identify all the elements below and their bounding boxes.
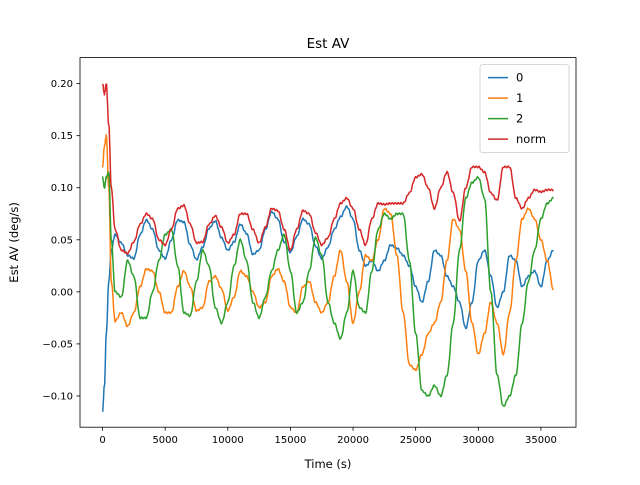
y-tick-label: 0.10	[51, 183, 73, 194]
y-axis-label: Est AV (deg/s)	[7, 202, 21, 283]
x-tick-label: 0	[99, 435, 105, 446]
chart-title: Est AV	[307, 36, 351, 52]
x-tick-label: 30000	[462, 435, 494, 446]
legend-box	[479, 64, 570, 153]
x-axis: 0 5000 10000 15000 20000 25000 30000 35000	[99, 427, 557, 446]
legend-label-0: 0	[516, 71, 523, 85]
x-tick-label: 35000	[525, 435, 557, 446]
y-tick-label: 0.20	[51, 79, 73, 90]
y-tick-label: −0.10	[42, 391, 73, 402]
series-line-1	[101, 134, 554, 372]
x-tick-label: 15000	[275, 435, 307, 446]
legend-label-2: 2	[516, 112, 523, 126]
series-line-2	[101, 171, 554, 407]
y-tick-label: 0.00	[51, 287, 73, 298]
y-axis: −0.10 −0.05 0.00 0.05 0.10 0.15 0.20	[42, 79, 80, 402]
y-tick-label: 0.15	[51, 131, 73, 142]
legend-label-norm: norm	[516, 132, 546, 146]
x-tick-label: 5000	[152, 435, 177, 446]
series-line-0	[102, 205, 554, 413]
y-tick-label: 0.05	[51, 235, 73, 246]
x-axis-label: Time (s)	[304, 457, 352, 471]
series-layer	[101, 83, 554, 413]
x-tick-label: 25000	[400, 435, 432, 446]
y-tick-label: −0.05	[42, 339, 73, 350]
legend-label-1: 1	[516, 91, 523, 105]
legend: 0 1 2 norm	[479, 64, 570, 153]
series-line-norm	[101, 83, 554, 255]
axes-frame	[79, 57, 577, 428]
x-tick-label: 10000	[212, 435, 244, 446]
x-tick-label: 20000	[337, 435, 369, 446]
